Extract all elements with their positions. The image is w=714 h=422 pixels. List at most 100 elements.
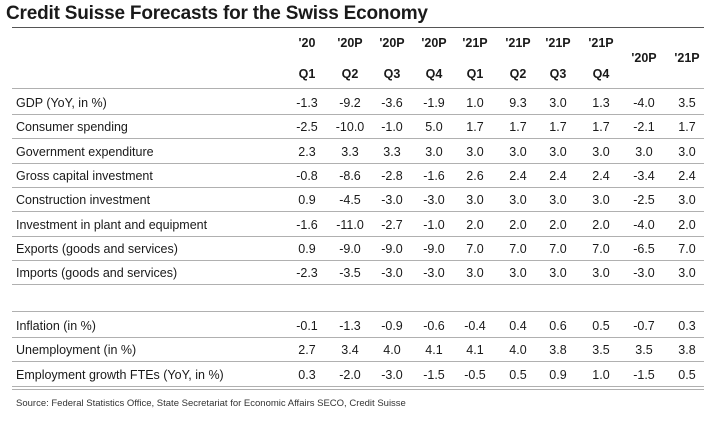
- table-cell: 7.0: [678, 241, 696, 256]
- table-cell: 3.0: [549, 96, 567, 110]
- row-label: Consumer spending: [16, 120, 128, 135]
- table-cell: 4.1: [425, 343, 443, 358]
- table-cell: -1.0: [381, 120, 403, 135]
- table-cell: -1.6: [423, 168, 445, 183]
- table-cell: 3.0: [466, 266, 484, 281]
- table-cell: 1.7: [678, 120, 696, 135]
- table-cell: 3.5: [635, 343, 653, 358]
- table-cell: 3.0: [509, 193, 527, 208]
- table-cell: 3.0: [678, 266, 696, 281]
- column-header-year: '21P: [462, 36, 488, 50]
- table-cell: 1.0: [592, 367, 610, 382]
- table-cell: 0.9: [549, 367, 567, 382]
- table-cell: -1.3: [296, 96, 318, 110]
- column-header-quarter: Q1: [466, 67, 484, 81]
- table-cell: -0.5: [464, 367, 486, 382]
- table-cell: -3.0: [381, 367, 403, 382]
- table-cell: -10.0: [335, 120, 365, 135]
- table-cell: 3.0: [549, 144, 567, 159]
- column-header-year: '21P: [545, 36, 571, 50]
- row-divider: [12, 138, 704, 140]
- table-cell: -2.0: [339, 367, 361, 382]
- table-cell: -3.0: [423, 266, 445, 281]
- row-label: Inflation (in %): [16, 319, 96, 333]
- table-cell: -2.5: [633, 193, 655, 208]
- table-cell: 0.9: [298, 193, 316, 208]
- row-divider: [12, 361, 704, 363]
- column-header-year: '20P: [631, 51, 657, 65]
- table-cell: 0.5: [678, 367, 696, 382]
- table-cell: -4.0: [633, 217, 655, 232]
- table-cell: 2.3: [298, 144, 316, 159]
- row-label: Investment in plant and equipment: [16, 217, 208, 232]
- table-cell: -3.6: [381, 96, 403, 110]
- row-divider: [12, 311, 704, 312]
- table-cell: 3.4: [341, 343, 359, 358]
- row-divider: [12, 211, 704, 213]
- table-cell: 3.3: [383, 144, 401, 159]
- table-cell: 1.3: [592, 96, 610, 110]
- table-cell: -9.0: [381, 241, 403, 256]
- table-cell: -2.7: [381, 217, 403, 232]
- column-header-quarter: Q3: [549, 67, 567, 81]
- table-cell: 3.5: [678, 96, 696, 110]
- table-cell: 2.0: [592, 217, 610, 232]
- table-cell: 1.7: [509, 120, 527, 135]
- table-cell: 1.7: [592, 120, 610, 135]
- row-divider: [12, 186, 704, 188]
- table-cell: 3.8: [678, 343, 696, 358]
- table-cell: 0.6: [549, 319, 567, 333]
- table-cell: 4.0: [383, 343, 401, 358]
- table-cell: 7.0: [592, 241, 610, 256]
- table-cell: 3.0: [509, 144, 527, 159]
- row-divider: [12, 114, 704, 115]
- table-cell: 3.0: [466, 193, 484, 208]
- table-cell: -3.0: [381, 193, 403, 208]
- row-label: Unemployment (in %): [16, 343, 137, 358]
- row-label: GDP (YoY, in %): [16, 96, 107, 110]
- row-label: Imports (goods and services): [16, 266, 178, 281]
- table-cell: 7.0: [466, 241, 484, 256]
- column-header-quarter: Q1: [298, 67, 316, 81]
- column-header-year: '21P: [588, 36, 614, 50]
- row-label: Employment growth FTEs (YoY, in %): [16, 367, 224, 382]
- column-header-year: '21P: [674, 51, 700, 65]
- table-cell: 2.0: [509, 217, 527, 232]
- table-cell: -0.6: [423, 319, 445, 333]
- table-cell: 3.0: [549, 193, 567, 208]
- column-header-year: '20P: [337, 36, 363, 50]
- table-cell: -0.7: [633, 319, 655, 333]
- table-cell: -9.0: [423, 241, 445, 256]
- table-cell: 2.0: [549, 217, 567, 232]
- table-cell: 2.0: [466, 217, 484, 232]
- row-divider: [12, 337, 704, 338]
- table-cell: 2.7: [298, 343, 316, 358]
- table-cell: 3.0: [425, 144, 443, 159]
- table-cell: -9.2: [339, 96, 361, 110]
- table-cell: 3.5: [592, 343, 610, 358]
- table-cell: 3.3: [341, 144, 359, 159]
- table-cell: -4.0: [633, 96, 655, 110]
- table-cell: -3.4: [633, 168, 655, 183]
- column-header-year: '20P: [379, 36, 405, 50]
- table-cell: 4.0: [509, 343, 527, 358]
- table-cell: -1.5: [633, 367, 655, 382]
- table-cell: -4.5: [339, 193, 361, 208]
- table-cell: 2.4: [678, 168, 696, 183]
- table-cell: 3.8: [549, 343, 567, 358]
- table-cell: -1.3: [339, 319, 361, 333]
- table-cell: -2.3: [296, 266, 318, 281]
- table-cell: 5.0: [425, 120, 443, 135]
- column-header-quarter: Q3: [383, 67, 401, 81]
- table-cell: -1.5: [423, 367, 445, 382]
- table-cell: -11.0: [336, 217, 364, 232]
- table-cell: 3.0: [549, 266, 567, 281]
- table-cell: 2.0: [678, 217, 696, 232]
- table-cell: 0.3: [678, 319, 696, 333]
- table-cell: -2.8: [381, 168, 403, 183]
- table-cell: 3.0: [592, 266, 610, 281]
- table-cell: 7.0: [509, 241, 527, 256]
- column-header-quarter: Q4: [425, 67, 443, 81]
- row-divider: [12, 385, 704, 387]
- column-header-quarter: Q2: [341, 67, 359, 81]
